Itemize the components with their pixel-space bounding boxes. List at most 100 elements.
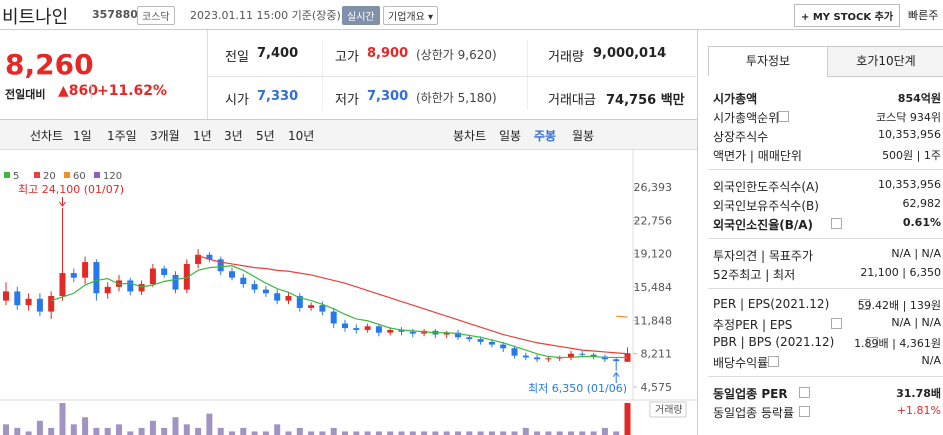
candle-body [590,354,597,357]
info-label: 투자의견 | 목표주가 [713,249,813,263]
info-value: 59.42배 | 139원 [857,299,941,312]
period-button[interactable]: 10년 [288,129,315,143]
chart-toolbar [0,119,697,150]
candle-body [25,298,32,306]
info-label: 배당수익률 [713,356,769,370]
legend-swatch [64,172,70,178]
volume-bar [330,427,337,435]
volume-bar [285,431,292,435]
info-value: 31.78배 [896,387,941,400]
candle-body [93,262,100,294]
help-icon[interactable] [867,337,878,348]
candle-body [398,329,405,332]
period-button[interactable]: 5년 [256,129,275,143]
y-tick-label: 15,484 [634,281,673,294]
summary-extra: (하한가 5,180) [416,91,497,105]
volume-bar [545,431,552,435]
volume-bar [296,427,303,435]
volume-bar [183,424,190,435]
info-label: 동일업종 PER [713,387,788,401]
volume-bar [274,424,281,435]
period-button[interactable]: 3년 [224,129,243,143]
mystock-button[interactable]: + MY STOCK 추가 [794,4,901,27]
candle-body [488,341,495,345]
info-value: 10,353,956 [878,178,941,191]
help-icon[interactable] [859,299,870,310]
period-button[interactable]: 1일 [73,129,92,143]
datetime: 2023.01.11 15:00 기준(장중) [190,9,341,22]
summary-label: 거래량 [548,50,584,65]
quick-link[interactable]: 빠른주 [908,9,939,22]
info-value: 62,982 [902,197,942,210]
tab[interactable]: 호가10단계 [827,46,943,77]
volume-bar [601,427,608,435]
candle-chart-label: 봉차트 [453,129,487,143]
info-value: N/A | N/A [891,316,941,329]
volume-bar [116,424,122,435]
legend-label: 120 [103,171,122,182]
help-icon[interactable] [799,406,810,417]
help-icon[interactable] [778,111,789,122]
candle-body [262,289,269,294]
info-label: PER | EPS(2021.12) [713,297,830,311]
info-label: 상장주식수 [713,130,769,144]
change-label: 전일대비 [5,88,46,101]
section-divider [708,376,943,377]
candle-period-button[interactable]: 월봉 [572,129,595,143]
period-button[interactable]: 1년 [193,129,212,143]
legend-swatch [94,172,100,178]
volume-bar [421,431,428,435]
tab[interactable]: 투자정보 [708,46,828,76]
volume-bar [93,427,100,435]
candle-body [240,277,247,285]
volume-bar [613,431,620,435]
info-label: PBR | BPS (2021.12) [713,335,835,349]
divider [208,76,696,77]
summary-value: 7,400 [257,46,299,61]
info-value: 10,353,956 [878,128,941,141]
side-border [697,30,698,435]
period-button[interactable]: 1주일 [107,129,137,143]
volume-bar [387,431,394,435]
period-button[interactable]: 3개월 [150,129,180,143]
help-icon[interactable] [830,218,842,229]
overview-button[interactable]: 기업개요 ▾ [383,6,438,25]
info-label: 동일업종 등락률 [713,406,795,420]
candle-body [613,359,620,362]
stock-code: 357880 [92,8,138,21]
candle-body [296,296,303,308]
help-icon[interactable] [767,356,779,367]
candle-body [387,329,394,333]
candle-body [82,262,89,278]
summary-value: 8,900 [367,46,409,61]
help-icon[interactable] [830,318,842,329]
change-pct: +11.62% [97,83,168,99]
candle-body [579,353,586,355]
help-icon[interactable] [799,387,810,398]
annotation-arrow [59,197,66,207]
candle-body [522,355,529,358]
candle-body [14,291,21,306]
legend-swatch [4,172,10,178]
candle-period-button[interactable]: 주봉 [534,129,557,143]
volume-bar [488,431,495,435]
summary-value: 9,000,014 [593,46,667,61]
candle-period-button[interactable]: 일봉 [499,129,522,143]
volume-bar [534,431,541,435]
candle-body [70,273,77,278]
volume-bar [240,427,247,435]
candle-body [251,284,258,290]
volume-bar [161,427,168,435]
divider [527,40,528,110]
candle-body [3,291,9,301]
volume-bar [149,420,156,435]
candle-body [104,286,111,294]
divider [322,40,323,110]
candle-body [183,263,190,290]
volume-bar [522,427,529,435]
volume-bar [25,431,32,435]
candle-body [511,348,518,356]
volume-label: 거래량 [655,404,683,416]
volume-bar [195,427,202,435]
